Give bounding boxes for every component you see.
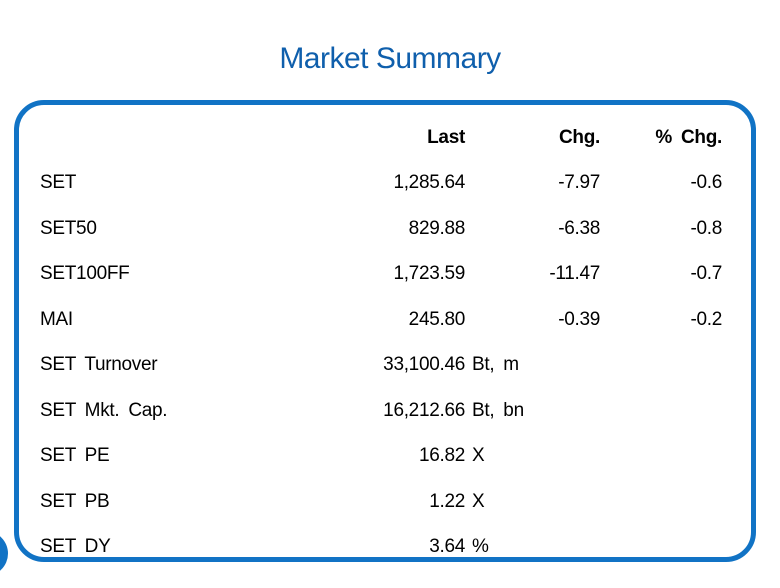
row-unit: %: [472, 536, 489, 558]
row-pct-chg-value: -0.2: [690, 308, 722, 330]
row-last-value: 1,723.59: [393, 263, 465, 285]
row-label: SET: [40, 172, 77, 194]
table-row: SET Turnover 33,100.46 Bt, m: [40, 343, 722, 389]
row-label: SET DY: [40, 536, 111, 558]
row-last-value: 245.80: [408, 308, 466, 330]
column-header-last: Last: [427, 126, 465, 148]
row-last-value: 1.22: [429, 490, 465, 512]
table-row: SET PB 1.22 X: [40, 479, 722, 525]
row-unit: X: [472, 490, 485, 512]
row-label: MAI: [40, 308, 73, 330]
table-row: SET DY 3.64 %: [40, 525, 722, 571]
row-label: SET Mkt. Cap.: [40, 399, 168, 421]
table-row: SET PE 16.82 X: [40, 434, 722, 480]
row-chg-value: -0.39: [558, 308, 600, 330]
table-row: SET50 829.88 -6.38 -0.8: [40, 206, 722, 252]
row-last-value: 829.88: [408, 217, 466, 239]
column-header-pct-chg: % Chg.: [655, 126, 722, 148]
row-label: SET50: [40, 217, 97, 239]
page-title: Market Summary: [279, 42, 501, 75]
row-chg-value: -6.38: [558, 217, 600, 239]
decorative-corner-circle: [0, 531, 8, 576]
row-label: SET Turnover: [40, 354, 158, 376]
row-chg-value: -11.47: [549, 263, 600, 285]
row-unit: Bt, bn: [472, 399, 524, 421]
row-last-value: 16,212.66: [383, 399, 465, 421]
row-pct-chg-value: -0.6: [690, 172, 722, 194]
row-label: SET PB: [40, 490, 110, 512]
market-summary-panel: Last Chg. % Chg. SET 1,285.64 -7.97 -0.6…: [14, 100, 756, 562]
row-label: SET PE: [40, 445, 110, 467]
row-chg-value: -7.97: [558, 172, 600, 194]
row-pct-chg-value: -0.7: [690, 263, 722, 285]
row-last-value: 3.64: [429, 536, 465, 558]
row-unit: X: [472, 445, 485, 467]
table-row: SET 1,285.64 -7.97 -0.6: [40, 161, 722, 207]
row-last-value: 33,100.46: [383, 354, 465, 376]
column-header-chg: Chg.: [558, 126, 600, 148]
row-last-value: 16.82: [418, 445, 465, 467]
table-row: MAI 245.80 -0.39 -0.2: [40, 297, 722, 343]
table-row: SET Mkt. Cap. 16,212.66 Bt, bn: [40, 388, 722, 434]
table-header-row: Last Chg. % Chg.: [40, 115, 722, 161]
row-unit: Bt, m: [472, 354, 519, 376]
row-label: SET100FF: [40, 263, 130, 285]
row-last-value: 1,285.64: [393, 172, 465, 194]
row-pct-chg-value: -0.8: [690, 217, 722, 239]
table-row: SET100FF 1,723.59 -11.47 -0.7: [40, 252, 722, 298]
